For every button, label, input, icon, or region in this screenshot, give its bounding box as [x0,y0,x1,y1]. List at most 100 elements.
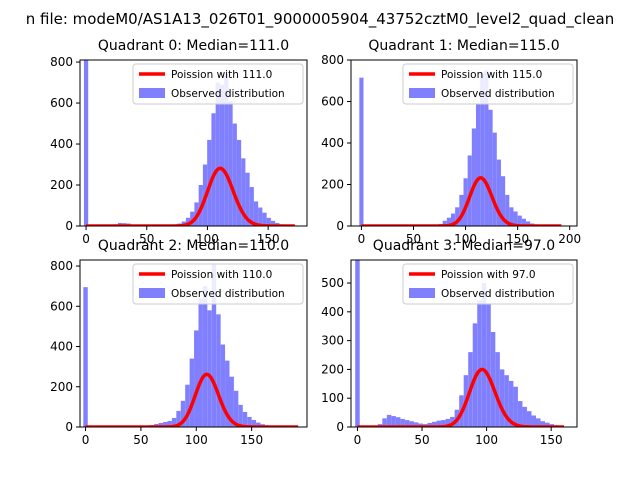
panel-quadrant-3: 0 50 100 150 0 100 200 300 400 500 Quadrant 3: Med… [321,238,578,447]
histogram-bar [445,418,451,427]
histogram-bar [238,404,243,427]
legend-box [132,63,304,105]
y-tick-label: 500 [321,276,344,290]
legend-box [402,63,574,105]
histogram-bar [513,386,518,427]
histogram-bar [249,187,254,226]
x-tick-label: 150 [506,232,529,246]
histogram-bar [400,418,405,427]
histogram-bar [475,103,481,226]
histogram-bar [446,217,451,226]
histogram-bar [404,420,410,427]
legend: Poission with 115.0 Observed distribution [402,63,574,105]
legend: Poission with 97.0 Observed distribution [402,263,574,305]
histogram-bar [480,72,485,226]
panel-title: Quadrant 0: Median=111.0 [98,38,289,54]
panel-title: Quadrant 3: Median=97.0 [373,238,555,254]
x-tick-label: 50 [414,433,429,447]
histogram-bar [258,207,263,226]
histogram-bar [245,172,250,226]
x-tick-label: 0 [82,232,90,246]
histogram-bar [513,211,518,226]
panel-title: Quadrant 1: Median=115.0 [368,38,559,54]
legend-patch-swatch [409,288,435,298]
histogram-bar [83,60,89,226]
histogram-bar [496,159,501,226]
histogram-bar [185,217,191,226]
y-tick-label: 100 [321,391,344,405]
legend-label-observed: Observed distribution [441,288,555,300]
histogram-bar [194,330,199,427]
histogram-bar [251,419,257,427]
histogram-bar [495,352,500,427]
x-tick-label: 100 [454,232,477,246]
histogram-bar [207,310,212,427]
y-tick-label: 0 [65,219,73,233]
histogram-bar [220,344,226,427]
legend: Poission with 111.0 Observed distribution [132,63,304,105]
axes-frame [79,59,308,227]
y-tick-label: 0 [65,420,73,434]
histogram-bar [508,380,514,427]
histogram-bar [531,415,536,427]
histogram-bar [459,194,464,226]
histogram-bar [253,201,259,226]
x-tick-label: 150 [540,433,563,447]
y-tick-label: 400 [50,137,73,151]
histogram-bar [540,421,546,427]
y-tick-label: 0 [336,219,344,233]
histogram-bar [228,100,233,226]
histogram-bar [163,421,168,427]
y-tick-label: 800 [321,53,344,67]
x-tick-label: 50 [139,232,154,246]
histogram-bar [500,176,506,226]
histogram-bar [450,213,456,226]
legend-label-observed: Observed distribution [171,88,285,100]
histogram-bar [486,303,491,427]
legend-label-poisson: Poission with 110.0 [171,269,272,281]
histogram-bar [167,420,172,427]
histogram-bar [463,178,468,226]
histogram-bar [229,376,234,427]
histogram-bar [391,416,396,427]
histogram-bar [492,132,497,226]
histogram-bar [517,401,523,427]
histogram-bar [382,418,387,427]
y-tick-label: 600 [50,96,73,110]
axes-frame [350,259,578,428]
histogram-bar [176,410,181,427]
histogram-bar [270,220,276,226]
histogram-bar [505,194,510,226]
x-tick-label: 150 [240,433,263,447]
y-tick-label: 0 [336,420,344,434]
histogram-bar [219,84,225,226]
x-tick-label: 200 [558,232,581,246]
legend-label-observed: Observed distribution [441,88,555,100]
histogram-bar [525,221,531,226]
y-tick-label: 800 [50,259,73,273]
histogram-bar [236,139,242,226]
histogram-bar [247,416,252,427]
y-tick-label: 400 [321,136,344,150]
figure-suptitle: n file: modeM0/AS1A13_026T01_9000005904_… [26,10,615,29]
histogram-bar [224,74,229,226]
y-tick-label: 600 [321,95,344,109]
histogram-bar [488,109,493,226]
histogram-bar [202,286,208,427]
histogram-bar [232,123,237,226]
histogram-bar [266,217,271,226]
histogram-bar [499,369,505,427]
legend-label-poisson: Poission with 115.0 [441,69,542,81]
panel-quadrant-1: 0 50 100 150 200 0 200 400 600 800 Quadrant 1: Med… [321,38,581,246]
histogram-bar [504,375,509,427]
y-tick-label: 400 [321,305,344,319]
histogram-bar [477,300,482,427]
histogram-bar [436,420,442,427]
histogram-bar [442,220,447,226]
histogram-bar [517,215,522,226]
histogram-bar [171,417,177,427]
x-tick-label: 100 [185,433,208,447]
axes-frame [79,259,308,428]
legend-patch-swatch [139,288,165,298]
